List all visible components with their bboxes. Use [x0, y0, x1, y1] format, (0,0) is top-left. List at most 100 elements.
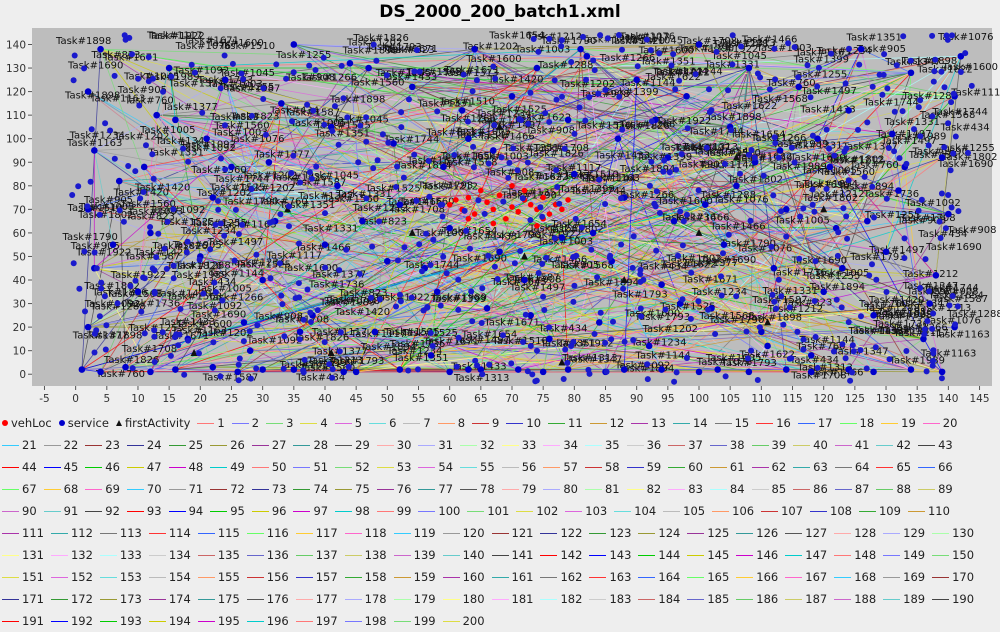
legend-line-icon [712, 510, 730, 512]
legend-label: 29 [355, 438, 370, 452]
legend-item: 196 [246, 610, 289, 632]
legend-item: 114 [148, 522, 191, 544]
service-point [443, 270, 450, 277]
task-label: Task#1420 [868, 295, 924, 306]
route-line [324, 138, 670, 246]
task-label: Task#1793 [611, 290, 667, 301]
task-label: Task#905 [676, 159, 726, 170]
legend-line-icon [369, 422, 387, 424]
vehLoc-point [559, 206, 565, 213]
task-label: Task#1234 [475, 108, 531, 119]
legend-label: 123 [609, 526, 632, 540]
service-point [809, 132, 816, 139]
task-label: Task#1163 [920, 348, 976, 359]
legend-item: 68 [43, 478, 78, 500]
service-point [345, 363, 352, 370]
first-activity-marker [732, 153, 740, 161]
service-point [675, 252, 681, 259]
legend-line-icon [543, 466, 561, 468]
service-point [546, 35, 553, 42]
task-label: Task#1377 [161, 102, 217, 113]
legend-label: 25 [188, 438, 204, 452]
service-point [137, 195, 144, 202]
service-point [866, 272, 873, 279]
service-point [288, 170, 295, 176]
service-point [591, 67, 598, 74]
service-point [942, 225, 949, 232]
legend-item: 5 [334, 412, 362, 434]
legend-label: 17 [817, 416, 833, 430]
legend-label: 30 [396, 438, 412, 452]
service-point [572, 215, 579, 222]
service-point [962, 50, 969, 57]
service-point [517, 248, 524, 254]
legend-item: 136 [246, 544, 289, 566]
task-label: Task#1622 [660, 259, 716, 270]
legend-line-icon [540, 532, 558, 534]
task-label: Task#1654 [488, 31, 544, 42]
service-point [858, 313, 864, 320]
legend-label: 190 [952, 592, 975, 606]
service-point [744, 355, 751, 362]
service-point [170, 275, 177, 282]
first-activity-marker [408, 228, 416, 236]
service-point [539, 368, 547, 376]
legend-item: 60 [668, 456, 703, 478]
task-label: Task#1255 [218, 82, 274, 93]
service-point [102, 346, 109, 353]
task-label: Task#1144 [799, 335, 855, 346]
task-label: Task#1117 [614, 33, 670, 44]
legend-line-icon [50, 598, 68, 600]
service-point [490, 63, 497, 70]
service-point [433, 288, 441, 296]
service-point [379, 131, 386, 138]
x-tick-label: 135 [907, 393, 927, 405]
service-point [570, 298, 577, 305]
service-point [800, 336, 807, 343]
legend-item: 200 [442, 610, 485, 632]
task-label: Task#760 [258, 197, 308, 208]
service-point [644, 361, 651, 368]
legend-item: 189 [883, 588, 925, 610]
legend-item: 163 [589, 566, 631, 588]
legend-line-icon [344, 598, 362, 600]
task-label: Task#1497 [454, 335, 510, 346]
legend-item: 32 [460, 434, 495, 456]
legend-label: 11 [568, 416, 583, 430]
legend-item: 69 [85, 478, 120, 500]
y-tick-label: 80 [13, 181, 26, 193]
route-line [119, 180, 837, 373]
legend-label: 128 [854, 526, 877, 540]
task-label: Task#1313 [453, 373, 509, 384]
y-tick-label: 110 [6, 110, 26, 122]
vehLoc-point [490, 220, 497, 227]
legend-label: 3 [286, 416, 294, 430]
service-point [132, 277, 139, 284]
legend-item: 22 [43, 434, 78, 456]
service-point [401, 244, 408, 251]
route-line [100, 48, 912, 168]
legend-item: 1 [197, 412, 225, 434]
legend-item: 14 [672, 412, 708, 434]
legend-line-icon [834, 444, 852, 446]
legend-line-icon [626, 488, 644, 490]
service-point [864, 217, 871, 225]
y-tick-label: 0 [19, 369, 26, 381]
service-point [843, 213, 850, 220]
service-point [768, 243, 775, 250]
task-label: Task#1560 [190, 165, 246, 176]
service-point [479, 285, 486, 292]
task-label: Task#434 [186, 277, 236, 288]
task-label: Task#1212 [827, 156, 883, 167]
service-point [383, 72, 390, 79]
service-point [336, 348, 343, 355]
legend-item: 119 [393, 522, 436, 544]
service-point [647, 47, 654, 54]
legend-label: 124 [658, 526, 681, 540]
task-label: Task#1202 [559, 79, 615, 90]
legend-line-icon [442, 532, 460, 534]
service-point [671, 378, 678, 385]
service-point [809, 201, 816, 208]
legend-line-icon [43, 510, 61, 512]
service-point [619, 126, 626, 133]
